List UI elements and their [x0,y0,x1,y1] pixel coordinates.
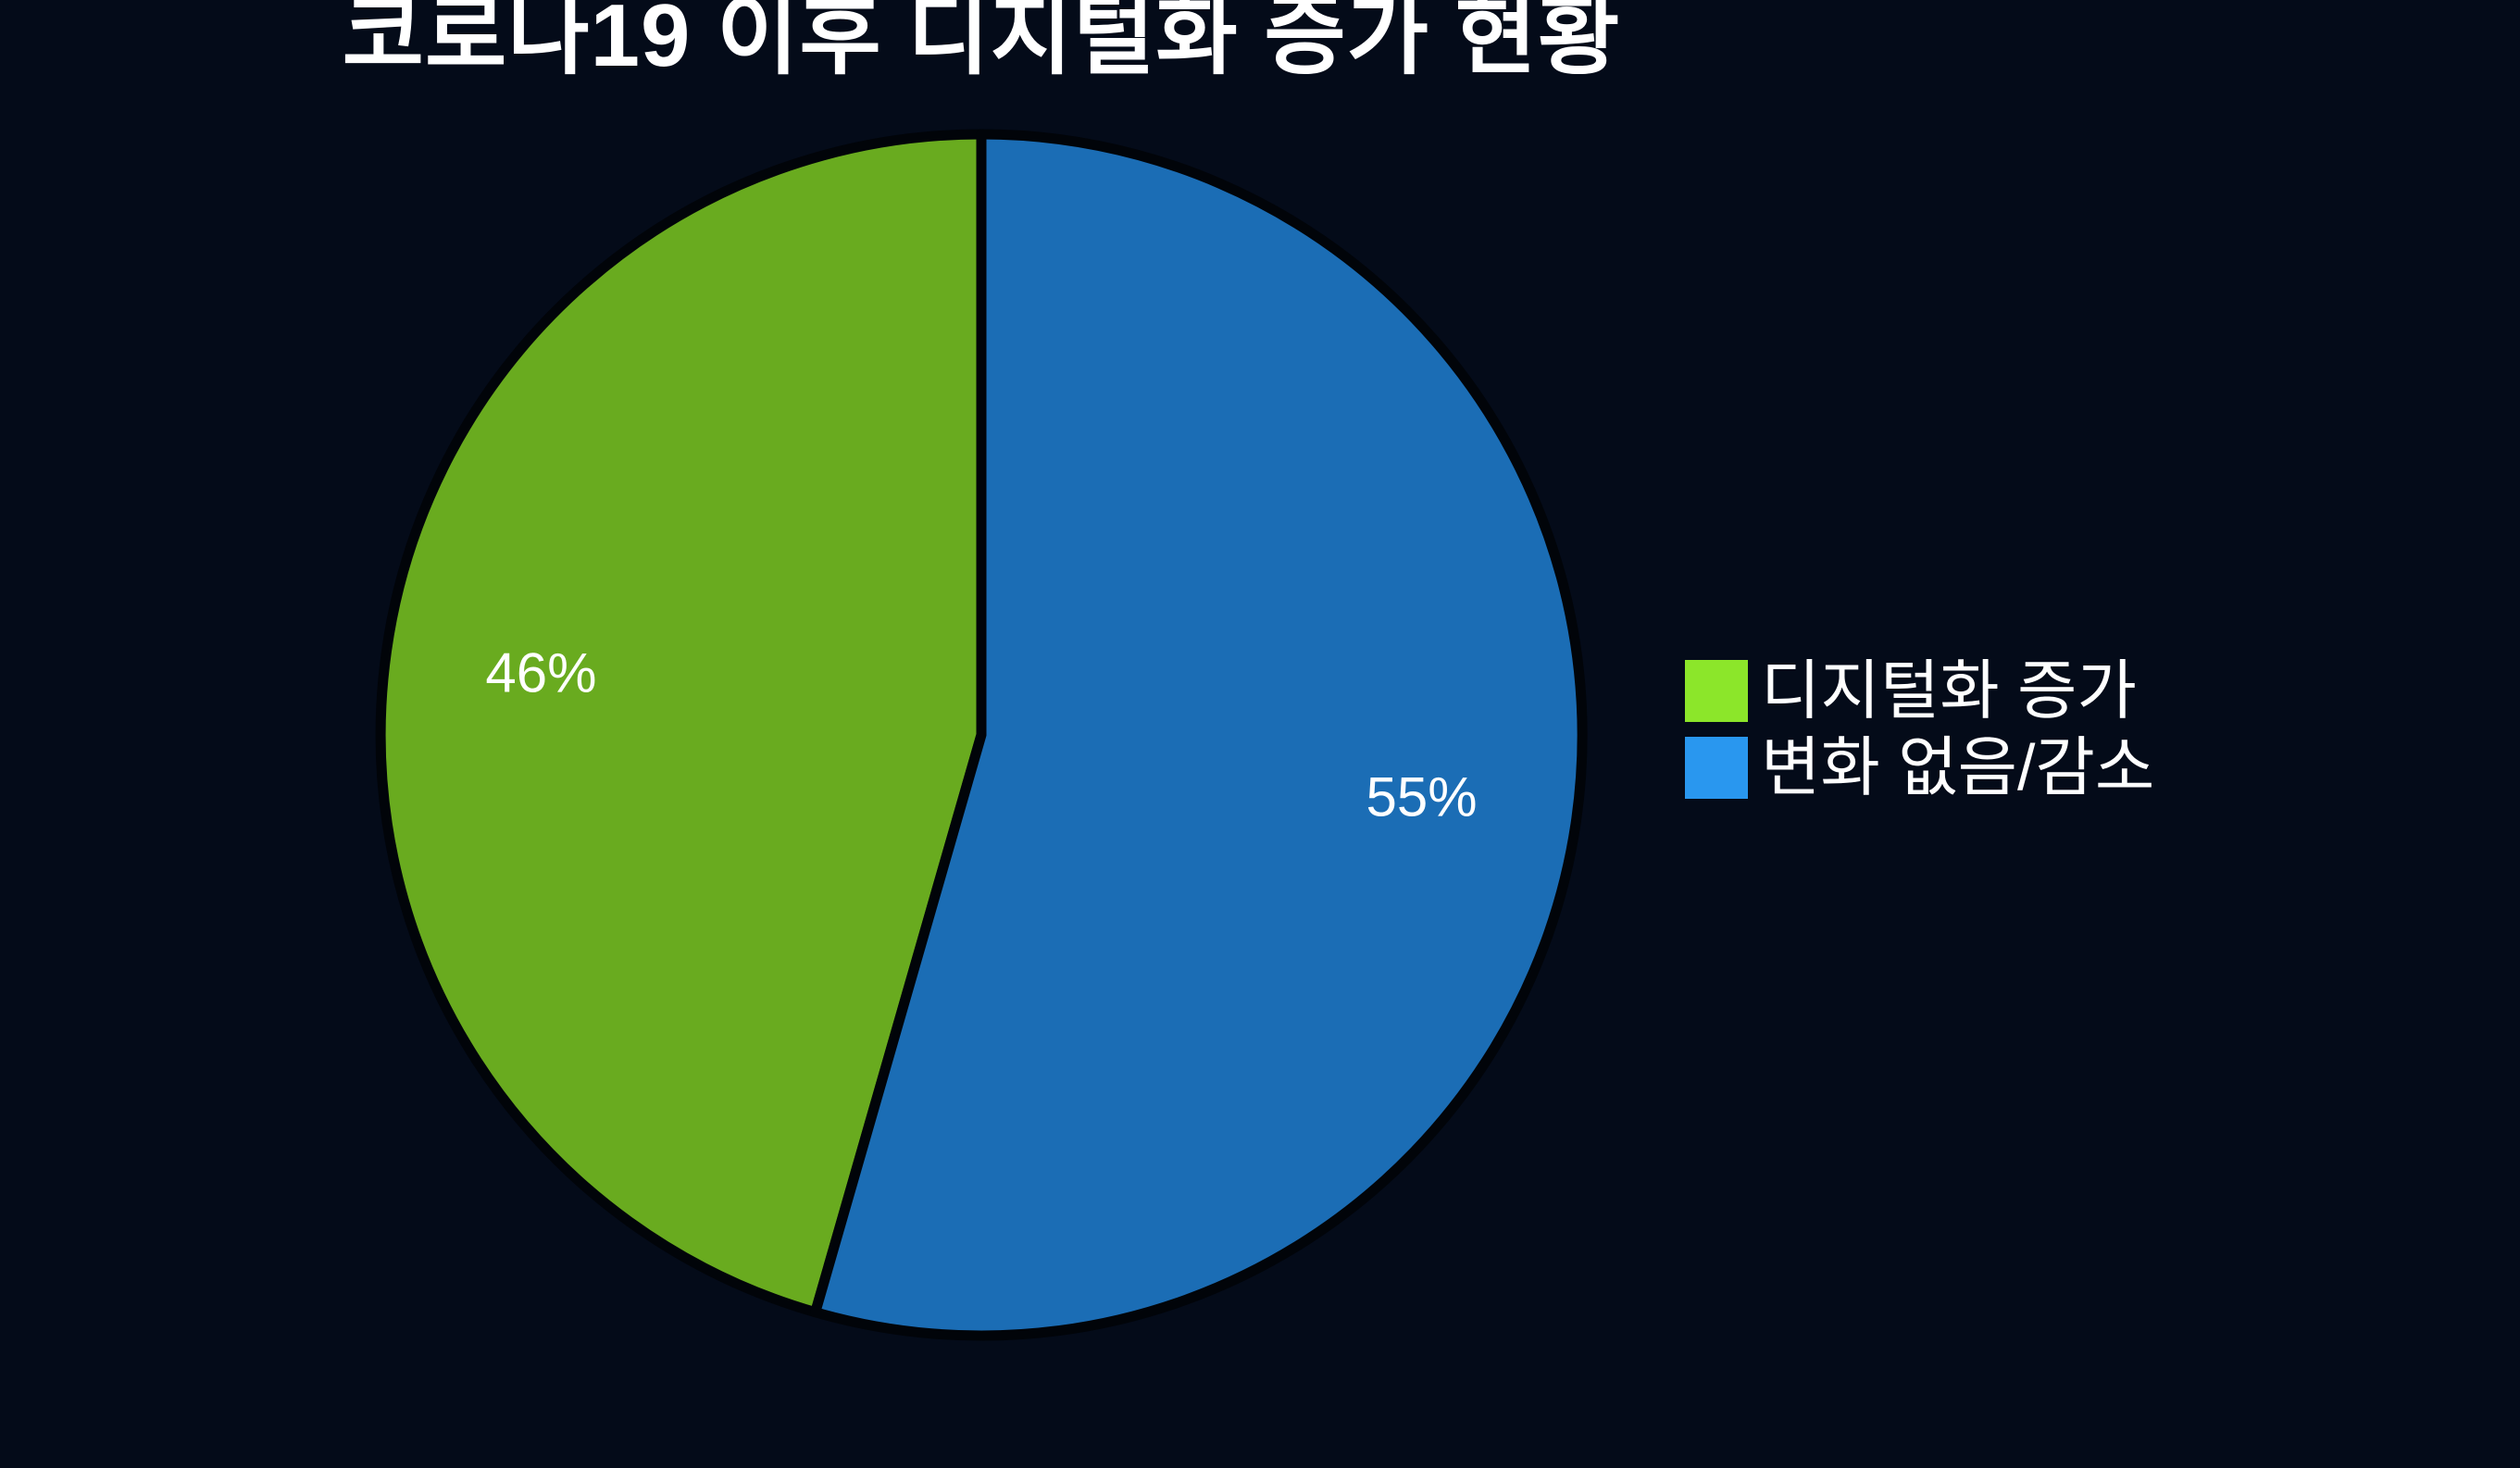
legend-label: 디지털화 증가 [1761,654,2137,727]
legend-swatch-blue [1685,736,1748,799]
legend-label: 변화 없음/감소 [1761,731,2155,803]
legend-item: 변화 없음/감소 [1685,735,2154,800]
legend-item: 디지털화 증가 [1685,658,2154,723]
chart-title: 코로나19 이후 디지털화 증가 현황 [342,0,1621,85]
pie-slice-0 [375,129,987,1318]
pie-slice-1 [810,129,1588,1341]
legend: 디지털화 증가 변화 없음/감소 [1685,658,2154,800]
pie-percent-label-green: 46% [485,641,597,704]
pie-percent-label-blue: 55% [1366,765,1478,828]
legend-swatch-green [1685,659,1748,722]
